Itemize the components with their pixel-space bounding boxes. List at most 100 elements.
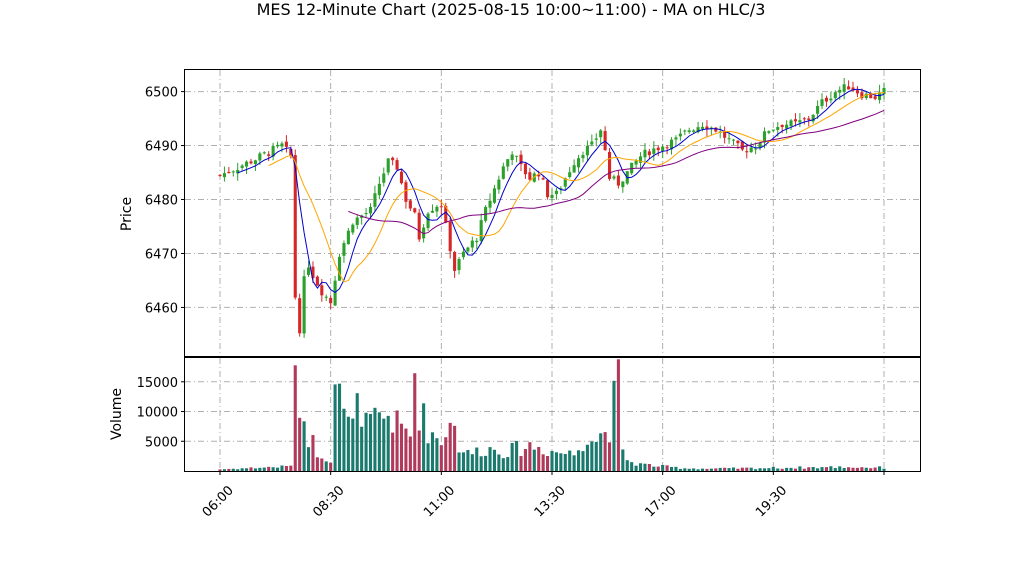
- volume-bar: [873, 467, 877, 471]
- volume-bar: [687, 468, 691, 471]
- candle-body: [869, 93, 873, 99]
- candle-body: [882, 87, 886, 94]
- candle-body: [758, 142, 762, 148]
- volume-bar: [422, 403, 426, 471]
- volume-bar: [864, 467, 868, 471]
- volume-bar: [709, 468, 713, 471]
- volume-bar: [771, 466, 775, 471]
- candle-body: [820, 99, 824, 106]
- candle-body: [554, 190, 558, 195]
- candle-body: [497, 179, 501, 190]
- volume-bar: [218, 469, 222, 471]
- volume-bar: [696, 469, 700, 471]
- candle-body: [621, 181, 625, 188]
- volume-bars: [218, 359, 886, 471]
- volume-bar: [754, 469, 758, 471]
- volume-bar: [736, 468, 740, 471]
- price-y-tick-label: 6490: [145, 140, 178, 155]
- volume-bar: [444, 437, 448, 471]
- volume-bar: [523, 449, 527, 471]
- volume-bar: [355, 393, 359, 471]
- volume-bar: [337, 383, 342, 471]
- candle-body: [656, 147, 660, 151]
- volume-bar: [430, 432, 435, 471]
- candle-body: [240, 165, 244, 168]
- candle-body: [572, 165, 576, 173]
- volume-bar: [227, 468, 231, 471]
- candle-body: [439, 206, 443, 208]
- volume-bar: [638, 463, 643, 471]
- volume-bar: [404, 428, 408, 471]
- candle-body: [470, 240, 474, 248]
- candle-body: [329, 297, 333, 304]
- volume-bar: [311, 435, 315, 471]
- candle-body: [687, 130, 691, 132]
- candle-body: [736, 140, 740, 144]
- volume-bar: [785, 467, 789, 471]
- candle-body: [647, 151, 651, 156]
- candle-body: [603, 131, 607, 151]
- volume-bar: [568, 450, 572, 471]
- volume-bar: [599, 433, 603, 471]
- volume-bar: [541, 454, 545, 471]
- volume-bar: [789, 467, 793, 471]
- volume-bar: [492, 449, 497, 471]
- volume-bar: [678, 468, 682, 471]
- volume-bar: [289, 465, 293, 471]
- candle-body: [776, 126, 780, 130]
- candle-body: [873, 96, 877, 99]
- volume-bar: [723, 467, 727, 471]
- candle-body: [537, 174, 541, 177]
- volume-bar: [705, 468, 709, 471]
- volume-bar: [550, 450, 554, 471]
- candle-body: [824, 97, 829, 102]
- volume-bar: [563, 453, 567, 471]
- candle-body: [457, 259, 461, 271]
- candle-body: [271, 146, 275, 157]
- candle-body: [590, 141, 594, 145]
- volume-y-label: Volume: [109, 388, 125, 440]
- volume-bar: [461, 452, 466, 471]
- candle-body: [342, 243, 346, 256]
- candle-body: [829, 98, 833, 101]
- volume-bar: [630, 462, 634, 471]
- candle-body: [740, 141, 744, 150]
- candle-body: [643, 149, 647, 158]
- candle-body: [696, 127, 700, 133]
- candle-body: [426, 213, 430, 228]
- candle-body: [399, 171, 404, 184]
- candle-body: [519, 154, 523, 165]
- volume-bar: [869, 468, 873, 471]
- candle-body: [448, 221, 452, 252]
- price-grid: [185, 70, 920, 356]
- volume-bar: [351, 418, 355, 471]
- volume-bar: [306, 447, 311, 471]
- volume-bar: [293, 365, 297, 471]
- candle-body: [382, 173, 386, 183]
- ma-line: [268, 91, 885, 283]
- volume-bar: [258, 467, 262, 471]
- candle-body: [793, 119, 798, 122]
- candle-body: [634, 160, 638, 165]
- candle-body: [864, 93, 868, 99]
- candle-body: [391, 157, 395, 161]
- candle-body: [298, 298, 302, 334]
- volume-bar: [488, 447, 492, 471]
- candle-body: [616, 175, 620, 186]
- candle-body: [692, 130, 696, 132]
- volume-bar: [824, 467, 829, 471]
- volume-bar: [346, 416, 350, 471]
- volume-bar: [656, 466, 660, 471]
- candle-body: [563, 178, 567, 187]
- candle-body: [851, 87, 855, 91]
- candle-body: [532, 173, 536, 182]
- candle-body: [231, 171, 235, 173]
- volume-bar: [758, 468, 762, 471]
- candle-body: [855, 90, 859, 94]
- candle-body: [612, 176, 616, 179]
- volume-bar: [829, 466, 833, 471]
- volume-bar: [625, 460, 629, 471]
- volume-bar: [585, 444, 589, 471]
- volume-bar: [457, 452, 461, 471]
- candle-body: [444, 205, 448, 223]
